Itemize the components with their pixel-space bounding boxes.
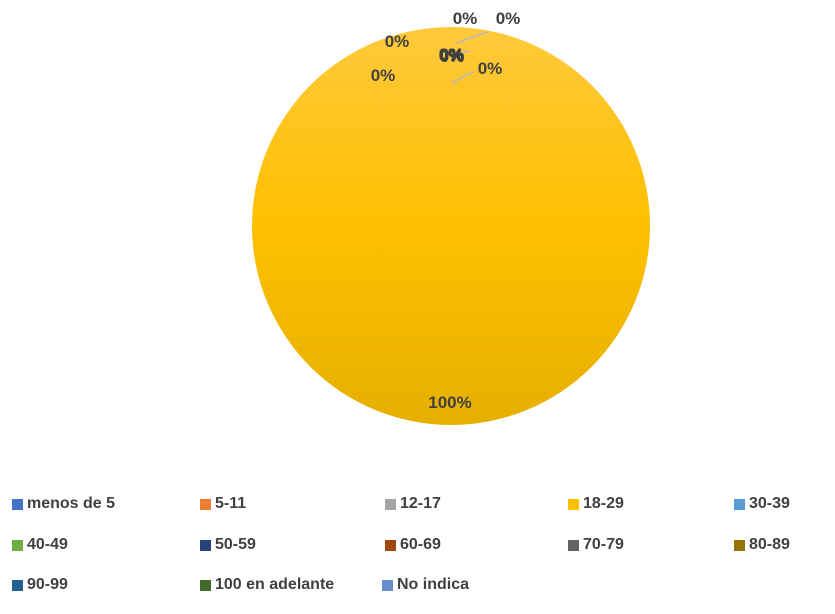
legend-item-50-59: 50-59 (200, 535, 256, 555)
leader-line (453, 50, 471, 57)
leader-line (451, 71, 475, 85)
legend-label: 50-59 (215, 536, 256, 553)
data-label-18-29: 100% (428, 393, 471, 412)
data-label-70-79: 0% (440, 46, 465, 65)
legend-item-30-39: 30-39 (734, 494, 790, 514)
data-label-No-indica: 0% (440, 45, 465, 64)
legend-swatch (382, 579, 393, 591)
data-label-90-99: 0% (440, 47, 465, 66)
legend-label: 70-79 (583, 536, 624, 553)
legend-swatch (12, 498, 23, 510)
legend-item-90-99: 90-99 (12, 575, 68, 595)
legend-item-menos-de-5: menos de 5 (12, 494, 115, 514)
legend-label: No indica (397, 576, 470, 593)
data-label-60-69: 0% (478, 59, 503, 78)
data-label-80-89: 0% (439, 45, 464, 64)
legend-item-No-indica: No indica (382, 575, 469, 595)
legend-label: 12-17 (400, 495, 441, 512)
pie-slice-18-29 (252, 27, 650, 425)
data-label-12-17: 0% (439, 46, 464, 65)
legend-swatch (734, 498, 745, 510)
data-label-40-49: 0% (439, 45, 464, 64)
legend-swatch (200, 579, 211, 591)
legend-item-5-11: 5-11 (200, 494, 246, 514)
legend-swatch (568, 498, 579, 510)
legend-label: 5-11 (215, 495, 247, 512)
data-label-50-59: 0% (371, 66, 396, 85)
legend-item-12-17: 12-17 (385, 494, 441, 514)
legend-item-80-89: 80-89 (734, 535, 790, 555)
legend-label: menos de 5 (27, 495, 116, 512)
legend-swatch (385, 539, 396, 551)
legend-label: 100 en adelante (215, 576, 335, 593)
data-label-menos-de-5: 0% (385, 32, 410, 51)
leader-line (455, 31, 489, 45)
legend-label: 18-29 (583, 495, 624, 512)
legend-label: 80-89 (749, 536, 790, 553)
data-label-100-en-adelante: 0% (439, 46, 464, 65)
legend-label: 40-49 (27, 536, 68, 553)
legend-swatch (734, 539, 745, 551)
data-label-5-11: 0% (453, 9, 478, 28)
pie-chart: 0%0%0%100%0%0%0% 0%0%0%0%0%0% (252, 9, 650, 425)
legend-swatch (568, 539, 579, 551)
legend-swatch (12, 579, 23, 591)
legend-label: 30-39 (749, 495, 790, 512)
legend-item-70-79: 70-79 (568, 535, 624, 555)
legend-swatch (385, 498, 396, 510)
legend-swatch (200, 498, 211, 510)
legend-label: 90-99 (27, 576, 68, 593)
legend-item-40-49: 40-49 (12, 535, 68, 555)
legend-swatch (200, 539, 211, 551)
legend-label: 60-69 (400, 536, 441, 553)
data-label-30-39: 0% (496, 9, 521, 28)
legend-item-60-69: 60-69 (385, 535, 441, 555)
legend-item-100-en-adelante: 100 en adelante (200, 575, 334, 595)
legend-item-18-29: 18-29 (568, 494, 624, 514)
legend-swatch (12, 539, 23, 551)
